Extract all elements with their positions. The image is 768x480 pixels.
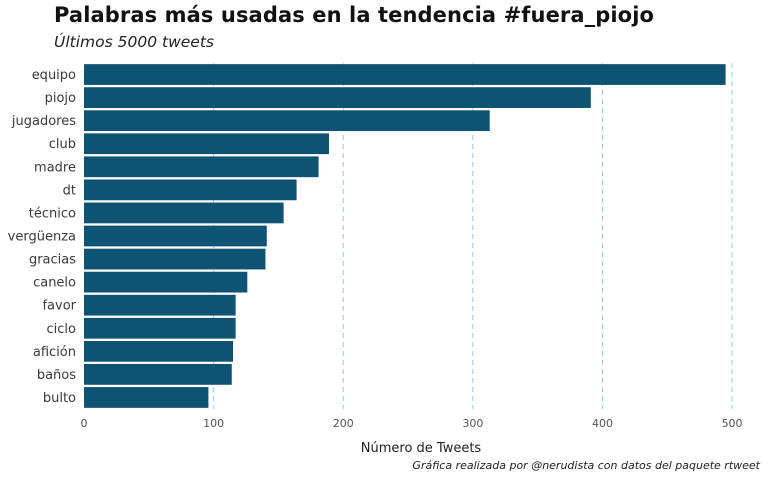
category-label: jugadores (11, 114, 76, 129)
category-label: ciclo (47, 322, 77, 337)
category-label: canelo (33, 276, 76, 291)
chart-title: Palabras más usadas en la tendencia #fue… (54, 3, 655, 27)
category-label: baños (37, 368, 76, 383)
bar-13 (84, 364, 232, 385)
x-tick-label: 100 (203, 417, 224, 430)
category-label: vergüenza (8, 230, 76, 245)
chart-caption: Gráfica realizada por @nerudista con dat… (412, 459, 760, 472)
category-label: afición (33, 345, 76, 360)
bar-10 (84, 294, 236, 316)
category-label: bulto (43, 391, 76, 406)
bar-12 (84, 340, 234, 362)
bar-1 (84, 87, 591, 108)
x-axis-title: Número de Tweets (361, 441, 482, 456)
x-tick-label: 200 (333, 417, 354, 430)
category-label: gracias (29, 253, 76, 268)
bar-7 (84, 225, 267, 247)
chart-subtitle: Últimos 5000 tweets (54, 33, 214, 51)
category-label: dt (63, 183, 76, 198)
bar-5 (84, 179, 297, 201)
bars (84, 64, 726, 408)
bar-8 (84, 248, 266, 270)
bar-11 (84, 317, 236, 339)
bar-6 (84, 202, 284, 224)
category-label: favor (42, 299, 76, 314)
x-tick-label: 300 (462, 417, 483, 430)
category-label: equipo (32, 68, 76, 83)
x-tick-label: 0 (81, 417, 88, 430)
bar-2 (84, 110, 490, 132)
x-tick-labels: 0 100 200 300 400 500 (81, 417, 743, 430)
category-label: club (49, 137, 76, 152)
bar-3 (84, 133, 329, 155)
bar-0 (84, 64, 726, 85)
x-tick-label: 500 (722, 417, 743, 430)
bar-4 (84, 156, 319, 178)
x-tick-label: 400 (592, 417, 613, 430)
bar-9 (84, 271, 248, 293)
category-label: madre (34, 160, 76, 175)
bar-14 (84, 387, 209, 408)
category-labels: equipo piojo jugadores club madre dt técnico ve… (8, 68, 77, 406)
category-label: piojo (45, 91, 76, 106)
category-label: técnico (29, 206, 76, 221)
